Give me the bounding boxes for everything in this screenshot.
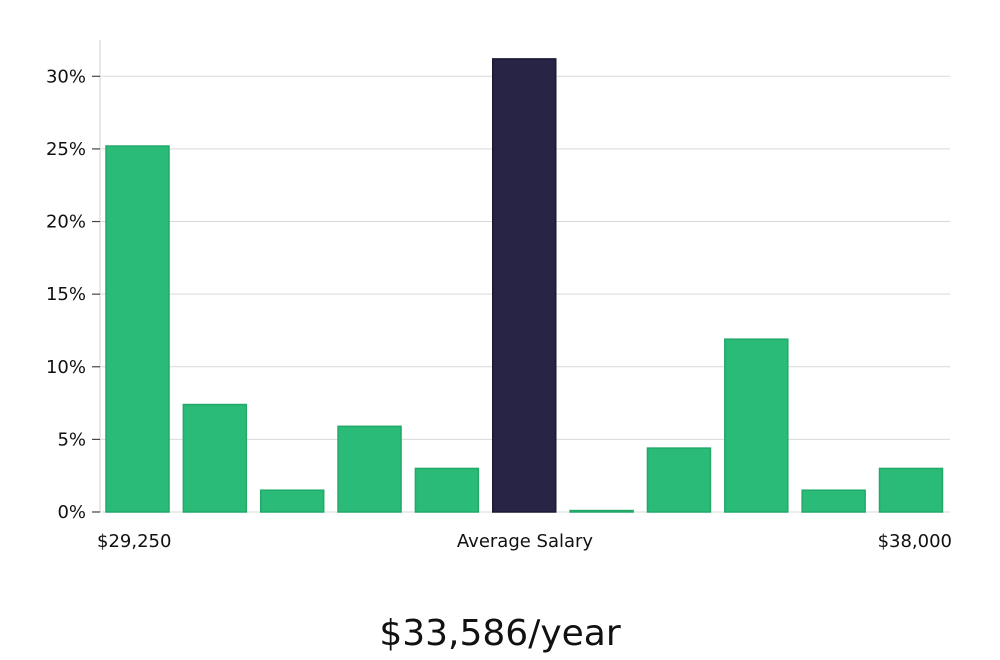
y-tick-label: 5% — [57, 429, 86, 450]
y-tick-label: 25% — [46, 139, 86, 160]
y-tick-label: 20% — [46, 212, 86, 233]
bar-0 — [105, 145, 170, 513]
bar-9 — [801, 489, 866, 513]
bar-2 — [259, 489, 325, 513]
bar-10 — [878, 467, 944, 513]
bar-4 — [414, 467, 480, 513]
y-axis-ticks: 0% 5% 10% 15% 20% 25% 30% — [46, 66, 100, 523]
bar-8 — [724, 338, 789, 513]
y-tick-label: 15% — [46, 284, 86, 305]
y-tick-label: 10% — [46, 357, 86, 378]
bar-6 — [569, 509, 634, 513]
x-label-max: $38,000 — [878, 531, 952, 552]
bars — [105, 58, 944, 513]
x-label-min: $29,250 — [97, 531, 171, 552]
average-salary-value: $33,586/year — [379, 613, 621, 654]
x-label-average: Average Salary — [457, 531, 594, 552]
x-axis-labels: $29,250 Average Salary $38,000 — [97, 531, 952, 552]
y-tick-label: 0% — [57, 502, 86, 523]
bar-1 — [182, 403, 248, 513]
y-tick-label: 30% — [46, 66, 86, 87]
bar-average-salary — [492, 58, 557, 513]
bar-7 — [646, 447, 712, 513]
bar-3 — [337, 425, 402, 513]
